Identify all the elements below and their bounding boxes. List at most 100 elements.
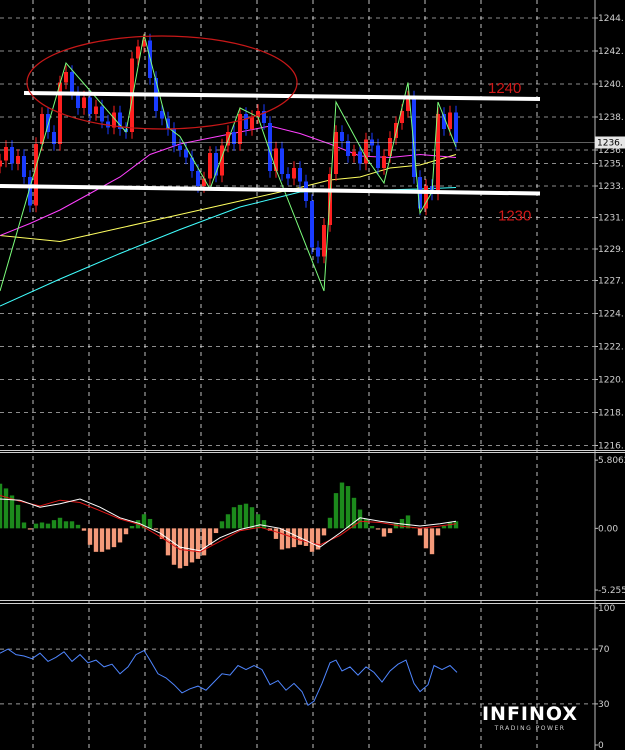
macd-bar-76 [453, 521, 459, 529]
ma-slow-line [0, 187, 457, 307]
macd-bar-8 [45, 523, 51, 529]
candle-body-8 [46, 114, 50, 132]
macd-bar-19 [111, 528, 117, 548]
macd-bar-33 [195, 528, 201, 559]
macd-bar-18 [105, 528, 111, 550]
candle-body-71 [424, 186, 428, 209]
panel-frames [0, 450, 625, 604]
zigzag-line [0, 34, 457, 292]
price-tick-label-10: 1224. [598, 310, 624, 320]
candle-body-32 [190, 157, 194, 171]
price-panel: 1240 1230 [0, 33, 595, 307]
logo-tagline: TRADING POWER [494, 725, 566, 732]
candle-body-0 [0, 160, 2, 167]
macd-bar-17 [99, 528, 105, 552]
candle-body-19 [112, 112, 116, 128]
candle-body-74 [442, 114, 446, 129]
double-top-ellipse [26, 35, 298, 130]
macd-bar-55 [327, 517, 333, 529]
macd-bar-4 [21, 522, 27, 529]
macd-tick-label-0: 5.8062 [598, 456, 625, 466]
candle-body-66 [394, 123, 398, 138]
macd-bar-10 [57, 517, 63, 529]
macd-bar-59 [351, 497, 357, 529]
candle-body-14 [82, 97, 86, 108]
macd-bar-0 [0, 483, 3, 529]
candle-body-35 [208, 153, 212, 179]
rsi-line [0, 648, 458, 707]
candle-body-11 [64, 72, 68, 83]
candle-body-69 [412, 97, 416, 177]
ma-fast-line [0, 125, 457, 236]
macd-bar-9 [51, 520, 57, 529]
macd-bar-58 [345, 486, 351, 529]
candle-body-24 [142, 40, 146, 47]
price-tick-label-0: 1244. [598, 14, 624, 24]
candle-body-5 [28, 177, 32, 206]
candle-body-9 [52, 132, 56, 144]
price-tick-label-14: 1216. [598, 442, 624, 452]
macd-bar-41 [243, 503, 249, 529]
macd-bar-7 [39, 522, 45, 529]
macd-bar-13 [75, 524, 81, 529]
price-tick-label-12: 1220. [598, 376, 624, 386]
candle-body-1 [4, 147, 8, 161]
macd-bar-6 [33, 523, 39, 529]
macd-bar-12 [69, 521, 75, 529]
macd-bar-57 [339, 482, 345, 529]
macd-panel [0, 482, 459, 569]
candle-body-68 [406, 97, 410, 111]
candle-body-47 [280, 148, 284, 174]
candle-body-67 [400, 111, 404, 123]
macd-tick-label-2: -5.255 [598, 586, 625, 596]
macd-bar-46 [273, 528, 279, 539]
macd-bar-35 [207, 528, 213, 545]
candle-body-18 [106, 121, 110, 128]
macd-bar-66 [393, 523, 399, 529]
candle-body-41 [244, 114, 248, 129]
rsi-panel [0, 648, 595, 707]
candle-body-76 [454, 112, 458, 143]
macd-bar-43 [255, 514, 261, 529]
candle-body-34 [202, 178, 206, 186]
macd-bar-2 [9, 495, 15, 529]
logo-wordmark: INFINOX [481, 703, 579, 725]
macd-bar-3 [15, 504, 21, 529]
candle-body-57 [340, 132, 344, 141]
macd-bar-62 [369, 526, 375, 529]
level-label-1240: 1240 [488, 80, 521, 97]
candle-body-3 [16, 156, 20, 164]
candle-body-53 [316, 247, 320, 257]
macd-bar-44 [261, 520, 267, 529]
macd-bar-50 [297, 528, 303, 545]
price-tick-label-5: 1235. [598, 160, 624, 170]
macd-bar-48 [285, 528, 291, 549]
macd-bar-61 [363, 518, 369, 529]
candle-body-38 [226, 132, 230, 146]
price-tick-label-13: 1218. [598, 409, 624, 419]
price-tick-label-4: 1236. [598, 146, 624, 156]
macd-bar-75 [447, 522, 453, 529]
macd-tick-label-1: 0.00 [598, 524, 618, 534]
macd-bar-1 [3, 488, 9, 529]
candle-body-2 [10, 147, 14, 164]
level-line-1240 [23, 91, 541, 101]
candle-body-48 [286, 174, 290, 179]
macd-bar-26 [153, 528, 159, 530]
rsi-tick-label-0: 100 [598, 604, 615, 614]
candle-body-64 [382, 156, 386, 168]
macd-bar-34 [201, 528, 207, 556]
macd-bar-56 [333, 493, 339, 529]
macd-bar-45 [267, 528, 273, 531]
macd-bar-5 [27, 528, 33, 530]
macd-bar-70 [417, 528, 423, 536]
price-tick-label-1: 1242. [598, 47, 624, 57]
candle-body-42 [250, 117, 254, 129]
macd-bar-20 [117, 528, 123, 543]
macd-bar-68 [405, 515, 411, 529]
macd-bar-37 [219, 521, 225, 529]
macd-bar-39 [231, 507, 237, 529]
candle-body-28 [166, 118, 170, 129]
candle-body-31 [184, 150, 188, 158]
price-tick-label-6: 1233. [598, 182, 624, 192]
